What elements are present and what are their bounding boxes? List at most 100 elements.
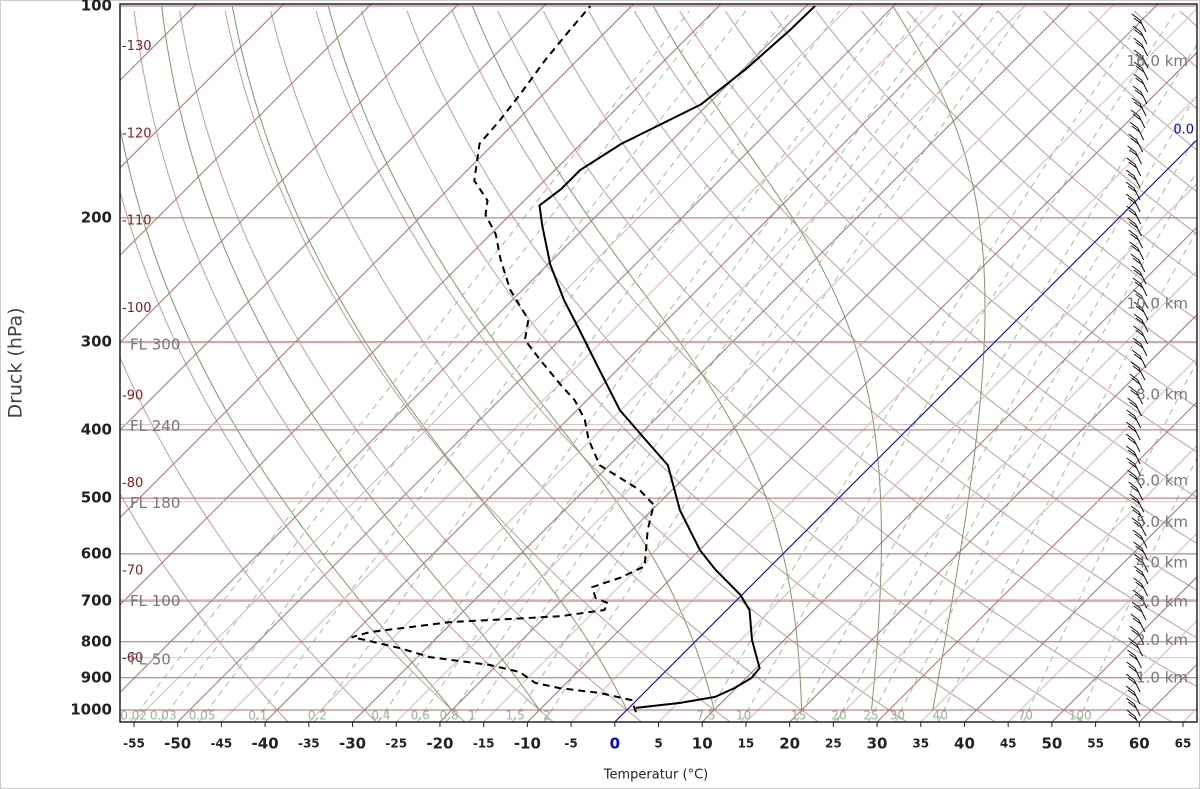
mixing-ratio-label: 0.02: [120, 709, 147, 723]
wind-barb: [1133, 313, 1149, 333]
mixing-ratio-line: [868, 134, 1197, 722]
height-label: 10.0 km: [1127, 294, 1188, 312]
flight-level-label: FL 100: [130, 592, 180, 610]
dry-adiabat: [997, 10, 1197, 193]
x-tick-label: 40: [954, 735, 975, 753]
height-label: 8.0 km: [1136, 386, 1188, 404]
x-tick-label: 60: [1129, 735, 1150, 753]
wind-barb: [1125, 169, 1141, 189]
wind-barb: [1126, 205, 1142, 225]
height-label: 5.0 km: [1136, 513, 1188, 531]
x-axis-label: Temperatur (°C): [603, 768, 709, 783]
dry-adiabat: [120, 492, 289, 722]
x-tick-label: -35: [298, 737, 320, 751]
wind-barb: [1126, 457, 1142, 477]
y-tick-label: 1000: [70, 701, 112, 719]
wind-barb: [1131, 601, 1147, 621]
moist-adiabat: [892, 5, 986, 711]
x-tick-label: 5: [654, 737, 662, 751]
wind-barb: [1125, 193, 1141, 213]
isotherm: [483, 7, 1197, 722]
mixing-ratio-line: [159, 10, 715, 722]
wind-barb: [1126, 709, 1139, 722]
isotherm: [701, 226, 1197, 722]
dry-adiabat: [361, 10, 996, 722]
mixing-ratio-label: 25: [863, 709, 878, 723]
wind-barb: [1126, 157, 1142, 177]
isotherm: [308, 4, 1028, 722]
isotherm: [789, 313, 1197, 722]
dry-adiabat: [224, 10, 731, 722]
wind-barb: [1131, 349, 1147, 369]
wind-barb: [1125, 421, 1141, 441]
wind-barb: [1133, 289, 1149, 309]
wind-barb: [1130, 109, 1146, 129]
plot-area: [120, 4, 1197, 722]
wind-barb: [1128, 133, 1144, 153]
mixing-ratio-label: 1: [468, 709, 476, 723]
wind-barb: [1125, 685, 1141, 705]
mixing-ratio-label: 0.03: [150, 709, 177, 723]
isotherm-label: -70: [122, 563, 143, 578]
moist-adiabat: [471, 5, 803, 710]
profile-line: [351, 5, 655, 713]
isotherm: [439, 4, 1159, 722]
wind-barb: [1133, 565, 1149, 585]
wind-barb: [1127, 217, 1142, 237]
mixing-ratio-line: [795, 43, 1197, 722]
x-tick-label: 15: [738, 737, 755, 751]
dry-adiabat: [120, 189, 466, 722]
dry-adiabat: [542, 10, 1197, 639]
moist-adiabat: [161, 5, 540, 711]
mixing-ratio-line: [740, 10, 1177, 722]
wind-barb: [1132, 337, 1148, 357]
mixing-ratio-line: [468, 10, 965, 722]
flight-level-label: FL 300: [130, 335, 180, 353]
wind-barb: [1133, 325, 1149, 345]
freezing-line: [614, 139, 1197, 722]
mixing-ratio-label: 40: [933, 709, 948, 723]
isotherm: [832, 357, 1197, 722]
wind-barb: [1128, 385, 1143, 405]
x-tick-label: 10: [692, 735, 713, 753]
wind-barb: [1127, 469, 1142, 489]
mixing-ratio-line: [198, 10, 747, 722]
dry-adiabat: [633, 10, 1197, 545]
isotherm-label: -130: [122, 39, 152, 54]
height-label: 4.0 km: [1136, 553, 1188, 571]
y-tick-label: 500: [81, 489, 112, 507]
dry-adiabat: [952, 10, 1197, 235]
y-axis-label: Druck (hPa): [5, 307, 27, 418]
isotherm: [658, 182, 1197, 722]
dry-adiabat: [315, 10, 908, 722]
isotherm: [570, 95, 1197, 722]
dry-adiabat: [270, 10, 819, 722]
flight-level-label: FL 180: [130, 494, 180, 512]
dry-adiabat: [679, 10, 1197, 499]
dry-adiabat: [815, 10, 1197, 364]
x-tick-label: -40: [252, 735, 279, 753]
isotherm: [221, 4, 941, 722]
y-tick-label: 900: [81, 668, 112, 686]
wind-barb: [1131, 265, 1147, 285]
mixing-ratio-line: [894, 170, 1197, 722]
dry-adiabat: [179, 10, 643, 722]
wind-barb: [1130, 361, 1146, 381]
mixing-ratio-label: 2: [543, 709, 551, 723]
x-tick-label: 30: [867, 735, 888, 753]
x-tick-label: -45: [211, 737, 233, 751]
x-tick-label: -50: [164, 735, 191, 753]
wind-barb: [1129, 121, 1145, 141]
x-tick-label: 65: [1175, 737, 1192, 751]
mixing-ratio-label: 70: [1018, 709, 1033, 723]
y-tick-label: 300: [81, 332, 112, 350]
wind-barb: [1129, 373, 1145, 393]
flight-level-label: FL 50: [130, 650, 171, 668]
isotherm: [745, 270, 1197, 722]
mixing-ratio-label: 0.4: [371, 709, 390, 723]
height-label: 16.0 km: [1127, 52, 1188, 70]
wind-barb: [1133, 37, 1149, 57]
wind-barb: [1130, 505, 1146, 525]
